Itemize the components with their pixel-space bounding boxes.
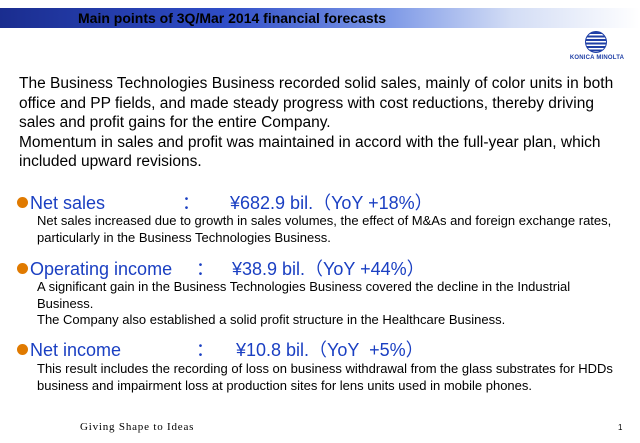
point-separator: ： xyxy=(182,193,200,213)
page-number: 1 xyxy=(618,423,623,432)
point-value: ¥38.9 bil.（YoY +44%） xyxy=(232,259,425,279)
bullet-icon xyxy=(17,197,28,209)
intro-paragraph: Momentum in sales and profit was maintai… xyxy=(19,133,601,171)
point-separator: ： xyxy=(196,340,214,360)
point-operating-income: Operating income ： ¥38.9 bil.（YoY +44%） xyxy=(17,255,425,281)
point-value: ¥10.8 bil.（YoY +5%） xyxy=(236,340,424,360)
point-label: Net income xyxy=(30,340,122,360)
company-logo: KONICA MINOLTA xyxy=(567,31,627,65)
tagline: Giving Shape to Ideas xyxy=(80,421,195,433)
bullet-icon xyxy=(17,263,28,275)
point-description: Net sales increased due to growth in sal… xyxy=(37,213,627,246)
point-net-income: Net income ： ¥10.8 bil.（YoY +5%） xyxy=(17,336,424,362)
bullet-icon xyxy=(17,344,28,356)
point-label: Operating income xyxy=(30,259,173,279)
point-label: Net sales xyxy=(30,193,106,213)
point-net-sales: Net sales ： ¥682.9 bil.（YoY +18%） xyxy=(17,189,433,215)
description-line: The Company also established a solid pro… xyxy=(37,312,506,327)
point-description: This result includes the recording of lo… xyxy=(37,361,627,394)
point-separator: ： xyxy=(196,259,214,279)
point-description: A significant gain in the Business Techn… xyxy=(37,279,627,329)
intro-paragraph: The Business Technologies Business recor… xyxy=(19,75,614,131)
slide-title: Main points of 3Q/Mar 2014 financial for… xyxy=(78,10,387,26)
description-line: This result includes the recording of lo… xyxy=(37,361,613,393)
globe-icon xyxy=(585,31,607,53)
header-bar xyxy=(0,8,640,28)
point-value: ¥682.9 bil.（YoY +18%） xyxy=(230,193,433,213)
description-line: Net sales increased due to growth in sal… xyxy=(37,213,612,245)
intro-text: The Business Technologies Business recor… xyxy=(19,74,629,172)
logo-text: KONICA MINOLTA xyxy=(569,55,625,61)
description-line: A significant gain in the Business Techn… xyxy=(37,279,571,311)
